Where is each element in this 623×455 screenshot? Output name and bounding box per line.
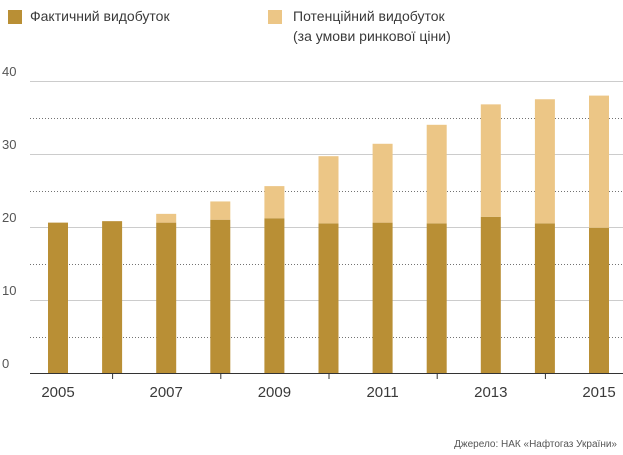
legend: Фактичний видобуток Потенційний видобуто… bbox=[0, 0, 623, 60]
bar-actual bbox=[48, 222, 68, 373]
legend-label-actual: Фактичний видобуток bbox=[30, 8, 170, 24]
x-axis-ticks: 2005 2007 2009 2011 2013 2015 bbox=[41, 373, 616, 401]
bar-actual bbox=[318, 223, 339, 373]
y-tick-label: 20 bbox=[2, 210, 16, 225]
bars bbox=[30, 95, 623, 374]
bar-actual bbox=[372, 222, 393, 373]
x-tick-label: 2009 bbox=[258, 384, 291, 401]
x-tick-label: 2015 bbox=[582, 384, 615, 401]
bar-actual bbox=[480, 216, 501, 373]
bar-potential bbox=[318, 156, 339, 224]
bar-actual bbox=[102, 221, 123, 373]
x-tick-label: 2011 bbox=[366, 384, 398, 401]
y-tick-label: 30 bbox=[2, 137, 16, 152]
legend-label-potential-line2: (за умови ринкової ціни) bbox=[293, 28, 451, 44]
bar-actual bbox=[426, 223, 447, 373]
bar-chart: 0 10 20 30 40 2005 2007 2009 2011 2013 2015 bbox=[2, 64, 623, 401]
bar-potential bbox=[264, 186, 285, 219]
bar-potential bbox=[534, 99, 555, 224]
x-tick-label: 2005 bbox=[41, 384, 74, 401]
bar-potential bbox=[589, 95, 609, 228]
source-note: Джерело: НАК «Нафтогаз України» bbox=[454, 439, 617, 450]
x-tick-label: 2013 bbox=[474, 384, 507, 401]
bar-potential bbox=[480, 104, 501, 217]
bar-potential bbox=[210, 201, 231, 220]
bar-potential bbox=[156, 213, 177, 223]
y-tick-label: 10 bbox=[2, 283, 16, 298]
bar-actual bbox=[534, 223, 555, 373]
y-tick-label: 0 bbox=[2, 356, 9, 371]
x-tick-label: 2007 bbox=[150, 384, 183, 401]
bar-actual bbox=[589, 227, 609, 373]
y-tick-label: 40 bbox=[2, 64, 16, 79]
bar-actual bbox=[156, 222, 177, 373]
bar-potential bbox=[372, 143, 393, 223]
legend-swatch-actual bbox=[8, 10, 22, 24]
legend-swatch-potential bbox=[268, 10, 282, 24]
bar-potential bbox=[426, 124, 447, 224]
y-axis-ticks: 0 10 20 30 40 bbox=[2, 64, 16, 371]
bar-actual bbox=[210, 219, 231, 373]
bar-actual bbox=[264, 218, 285, 373]
legend-label-potential-line1: Потенційний видобуток bbox=[293, 8, 445, 24]
